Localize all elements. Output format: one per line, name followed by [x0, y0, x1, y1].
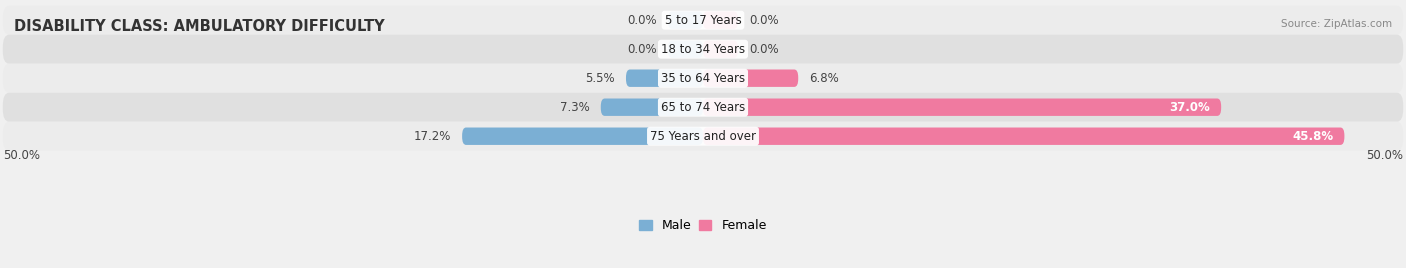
- Text: 75 Years and over: 75 Years and over: [650, 130, 756, 143]
- FancyBboxPatch shape: [703, 69, 799, 87]
- Text: 35 to 64 Years: 35 to 64 Years: [661, 72, 745, 85]
- FancyBboxPatch shape: [600, 99, 703, 116]
- FancyBboxPatch shape: [3, 93, 1403, 122]
- Text: 65 to 74 Years: 65 to 74 Years: [661, 101, 745, 114]
- Text: 0.0%: 0.0%: [749, 14, 779, 27]
- Legend: Male, Female: Male, Female: [634, 214, 772, 237]
- FancyBboxPatch shape: [626, 69, 703, 87]
- FancyBboxPatch shape: [703, 40, 738, 58]
- FancyBboxPatch shape: [3, 6, 1403, 35]
- FancyBboxPatch shape: [3, 122, 1403, 151]
- Text: 17.2%: 17.2%: [413, 130, 451, 143]
- Text: 37.0%: 37.0%: [1170, 101, 1211, 114]
- FancyBboxPatch shape: [3, 35, 1403, 64]
- FancyBboxPatch shape: [703, 12, 738, 29]
- Text: 0.0%: 0.0%: [749, 43, 779, 56]
- FancyBboxPatch shape: [668, 12, 703, 29]
- Text: DISABILITY CLASS: AMBULATORY DIFFICULTY: DISABILITY CLASS: AMBULATORY DIFFICULTY: [14, 19, 385, 34]
- Text: 5 to 17 Years: 5 to 17 Years: [665, 14, 741, 27]
- Text: 7.3%: 7.3%: [560, 101, 589, 114]
- Text: 5.5%: 5.5%: [585, 72, 614, 85]
- FancyBboxPatch shape: [703, 99, 1222, 116]
- Text: 6.8%: 6.8%: [810, 72, 839, 85]
- FancyBboxPatch shape: [703, 128, 1344, 145]
- Text: 18 to 34 Years: 18 to 34 Years: [661, 43, 745, 56]
- FancyBboxPatch shape: [668, 40, 703, 58]
- Text: 45.8%: 45.8%: [1292, 130, 1333, 143]
- FancyBboxPatch shape: [463, 128, 703, 145]
- Text: 50.0%: 50.0%: [1367, 150, 1403, 162]
- FancyBboxPatch shape: [3, 64, 1403, 93]
- Text: 0.0%: 0.0%: [627, 43, 657, 56]
- Text: 0.0%: 0.0%: [627, 14, 657, 27]
- Text: Source: ZipAtlas.com: Source: ZipAtlas.com: [1281, 19, 1392, 29]
- Text: 50.0%: 50.0%: [3, 150, 39, 162]
